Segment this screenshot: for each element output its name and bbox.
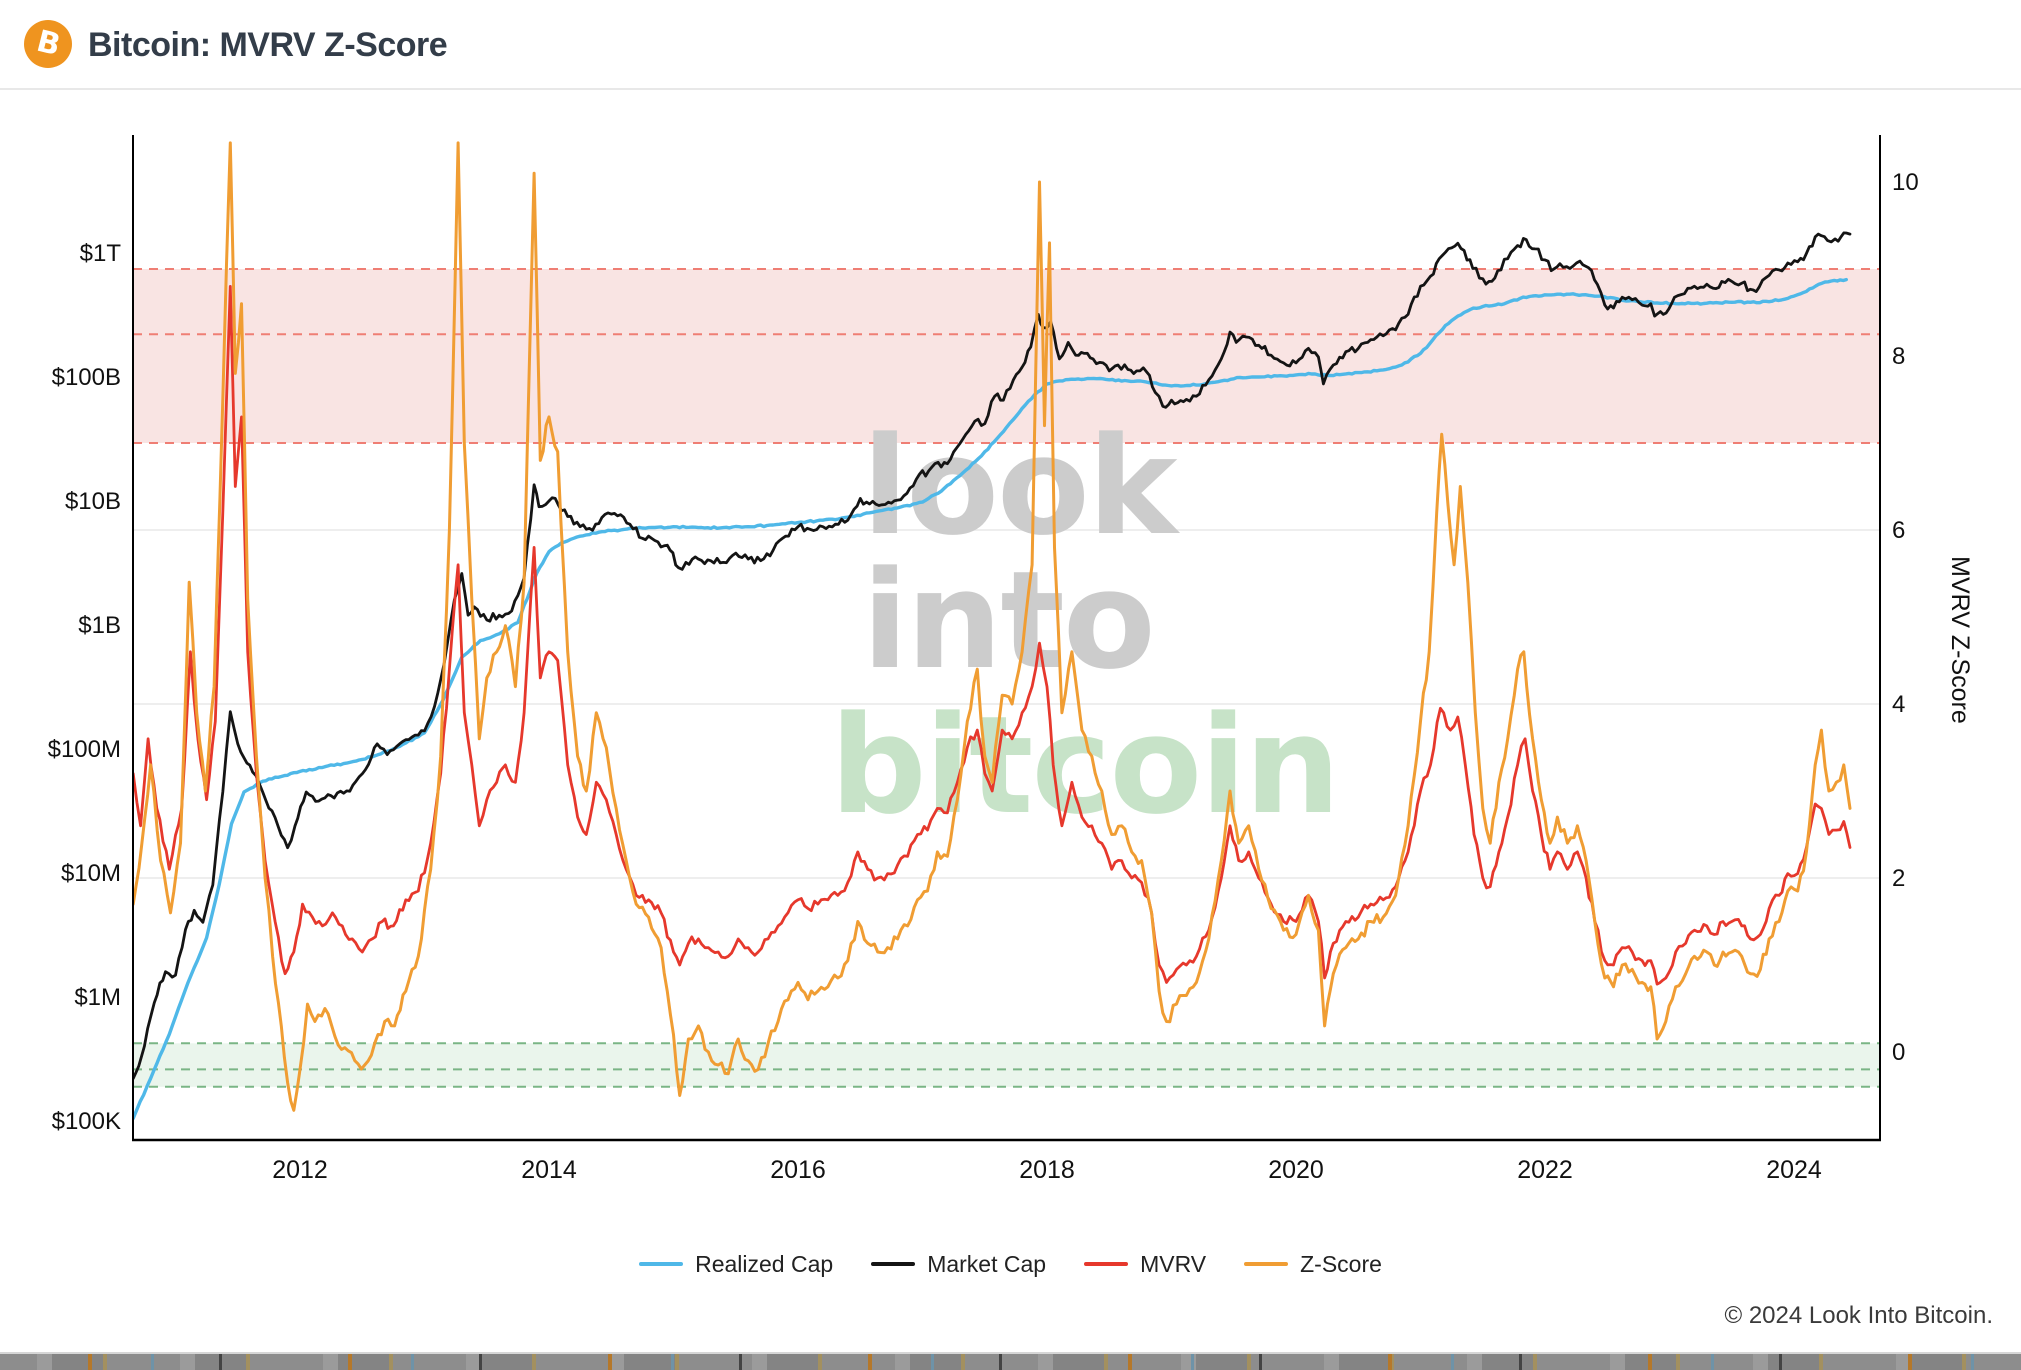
x-tick-label: 2022 — [1517, 1156, 1573, 1184]
series-line-realized-cap — [133, 277, 1848, 1121]
mvrv-swatch — [1084, 1262, 1129, 1266]
realized-cap-swatch — [639, 1262, 684, 1266]
axis-labels: $1T$100B$10B$1B$100M$10M$1M$100K10864202… — [48, 169, 1974, 1184]
market-cap-swatch — [871, 1262, 916, 1266]
y-left-tick-label: $100B — [52, 364, 121, 391]
x-tick-label: 2020 — [1268, 1156, 1324, 1184]
page-title: Bitcoin: MVRV Z-Score — [88, 26, 448, 64]
threshold-bands — [133, 268, 1880, 1088]
y-left-tick-label: $1T — [80, 240, 122, 267]
legend-label: Realized Cap — [695, 1250, 834, 1277]
x-tick-label: 2016 — [770, 1156, 826, 1184]
y-right-tick-label: 10 — [1892, 169, 1919, 196]
bitcoin-glyph: B — [32, 23, 64, 64]
header-bar: B Bitcoin: MVRV Z-Score — [0, 0, 2021, 90]
legend-item-realized-cap[interactable]: Realized Cap — [639, 1251, 833, 1278]
y-left-tick-label: $100M — [48, 736, 121, 763]
series-line-mvrv — [133, 285, 1852, 986]
y-left-tick-label: $100K — [52, 1108, 121, 1135]
y-left-tick-label: $1M — [74, 984, 121, 1011]
y-right-axis-title: MVRV Z-Score — [1946, 556, 1974, 724]
bitcoin-logo-icon: B — [24, 20, 72, 68]
legend-item-z-score[interactable]: Z-Score — [1244, 1251, 1382, 1278]
y-left-tick-label: $1B — [78, 612, 121, 639]
x-tick-label: 2014 — [521, 1156, 577, 1184]
series-lines — [133, 141, 1852, 1121]
y-left-tick-label: $10B — [65, 488, 121, 515]
y-right-tick-label: 0 — [1892, 1039, 1905, 1066]
watermark-line: into — [862, 542, 1154, 699]
x-tick-label: 2012 — [272, 1156, 328, 1184]
legend-label: MVRV — [1140, 1250, 1207, 1277]
legend-item-mvrv[interactable]: MVRV — [1084, 1251, 1206, 1278]
x-tick-label: 2024 — [1766, 1156, 1822, 1184]
x-tick-label: 2018 — [1019, 1156, 1075, 1184]
series-line-market-cap — [133, 231, 1852, 1080]
y-left-tick-label: $10M — [61, 860, 121, 887]
z-score-swatch — [1244, 1262, 1289, 1266]
y-right-tick-label: 8 — [1892, 343, 1905, 370]
series-line-z-score — [133, 141, 1852, 1112]
undervalued-zone-fill — [133, 1043, 1880, 1087]
copyright-text: © 2024 Look Into Bitcoin. — [1724, 1302, 1993, 1329]
legend-label: Market Cap — [927, 1250, 1047, 1277]
overvalued-zone-fill — [133, 269, 1880, 443]
watermark-line: bitcoin — [830, 687, 1339, 844]
y-right-tick-label: 6 — [1892, 517, 1905, 544]
legend-item-market-cap[interactable]: Market Cap — [871, 1251, 1046, 1278]
legend-label: Z-Score — [1300, 1250, 1382, 1277]
chart-legend: Realized Cap Market Cap MVRV Z-Score — [0, 1244, 2021, 1284]
y-right-tick-label: 2 — [1892, 865, 1905, 892]
y-right-tick-label: 4 — [1892, 691, 1905, 718]
bottom-preview-strip — [0, 1352, 2021, 1370]
axes — [132, 135, 1881, 1142]
watermark-line: look — [862, 408, 1181, 565]
